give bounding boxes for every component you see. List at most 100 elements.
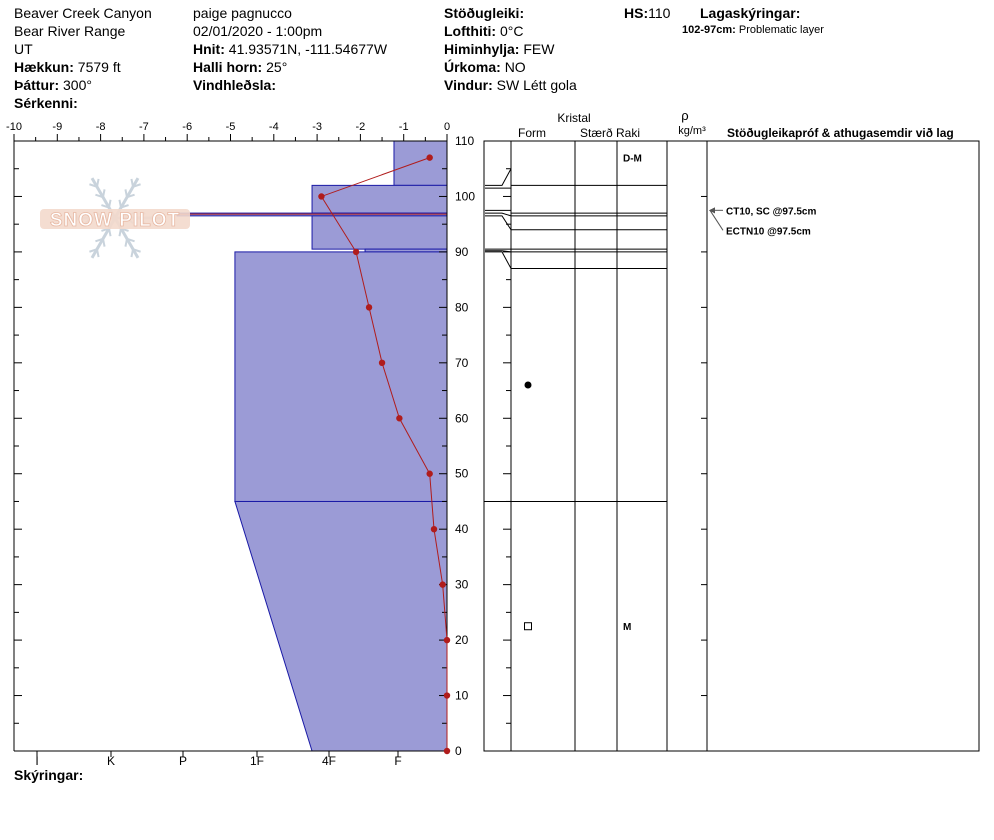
form-header: Form	[518, 126, 546, 140]
hardness-layers	[176, 140, 448, 752]
snowflake-branch	[89, 183, 98, 188]
temperature-profile	[318, 154, 451, 755]
moisture-label: D-M	[623, 154, 642, 165]
snowflake-branch	[108, 228, 112, 237]
crystal-header: Kristal	[557, 111, 590, 125]
profile-table: Kristal Form Stærð Raki ρ kg/m³ Stöðugleikapró…	[483, 108, 980, 752]
hardness-tick-label: P	[179, 754, 187, 768]
footer-legend-label: Skýringar:	[14, 767, 84, 783]
temperature-tick-label: -9	[52, 121, 62, 133]
depth-tick-label: 40	[455, 522, 469, 536]
datetime: 02/01/2020 - 1:00pm	[193, 23, 323, 39]
hardness-layer	[311, 215, 448, 250]
density-unit: kg/m³	[678, 125, 706, 137]
moisture-header: Raki	[616, 126, 640, 140]
aspect-value: 300°	[63, 77, 92, 93]
temperature-tick-label: -3	[312, 121, 322, 133]
air-temp-value: 0°C	[499, 23, 524, 39]
precipitation: Úrkoma: NO	[444, 58, 526, 76]
slope: Halli horn: 25°	[193, 58, 287, 76]
temperature-tick-label: -7	[139, 121, 149, 133]
sky: Himinhylja: FEW	[444, 40, 554, 58]
wind: Vindur: SW Létt gola	[444, 76, 577, 94]
hardness-layer	[311, 184, 448, 214]
stability: Stöðugleiki:	[444, 4, 524, 22]
wind-loading-label: Vindhleðsla:	[193, 77, 276, 93]
features-label: Sérkenni:	[14, 95, 78, 111]
footer-legend: Skýringar:	[14, 766, 83, 784]
temperature-tick-label: -8	[96, 121, 106, 133]
temperature-tick-label: -2	[356, 121, 366, 133]
precip-label: Úrkoma:	[444, 59, 501, 75]
aspect: Þáttur: 300°	[14, 76, 92, 94]
temperature-point	[365, 304, 373, 311]
slope-label: Halli horn:	[193, 59, 263, 75]
temperature-tick-label: -10	[6, 121, 22, 133]
depth-tick-label: 30	[455, 578, 469, 592]
temperature-tick-label: -5	[226, 121, 236, 133]
coordinates: Hnit: 41.93571N, -111.54677W	[193, 40, 387, 58]
moisture-label: M	[623, 622, 631, 633]
wind-value: SW Létt gola	[496, 77, 577, 93]
temperature-tick-label: -6	[182, 121, 192, 133]
stability-label: Stöðugleiki:	[444, 5, 525, 21]
legend-title-text: Lagaskýringar:	[700, 5, 801, 21]
temperature-point	[318, 193, 325, 200]
precip-value: NO	[504, 59, 526, 75]
layer-connector	[485, 215, 512, 230]
snowflake-branch	[96, 178, 100, 188]
coords-value: 41.93571N, -111.54677W	[228, 41, 388, 57]
elevation-value: 7579 ft	[77, 59, 121, 75]
logo-banner	[40, 209, 190, 229]
sky-value: FEW	[523, 41, 555, 57]
layer-note-range: 102-97cm:	[682, 24, 736, 36]
depth-tick-label: 50	[455, 467, 469, 481]
hardness-layer	[234, 251, 448, 502]
tests-header: Stöðugleikapróf & athugasemdir við lag	[727, 126, 954, 140]
test-result-label: CT10, SC @97.5cm	[726, 206, 816, 217]
snowflake-branch	[126, 237, 135, 243]
depth-tick-label: 70	[455, 356, 469, 370]
features: Sérkenni:	[14, 94, 78, 112]
depth-tick-label: 10	[455, 689, 469, 703]
layer-connector	[485, 168, 512, 186]
table-border	[483, 140, 980, 752]
snowflake-branch	[130, 178, 134, 188]
wind-label: Vindur:	[444, 77, 493, 93]
density-header: ρ	[681, 108, 688, 123]
air-temp-label: Lofthiti:	[444, 23, 497, 39]
snowflake-branch	[118, 199, 122, 208]
wind-loading: Vindhleðsla:	[193, 76, 276, 94]
layer-connector	[485, 212, 512, 217]
snowflake-branch	[95, 193, 104, 199]
slope-value: 25°	[266, 59, 288, 75]
hardness-tick-label: I	[35, 754, 38, 768]
depth-tick-label: 90	[455, 245, 469, 259]
layer-note-text: Problematic layer	[738, 24, 824, 36]
snowflake-branch	[102, 238, 106, 247]
depth-tick-label: 100	[455, 189, 475, 203]
legend-title: Lagaskýringar:	[700, 4, 800, 22]
air-temp: Lofthiti: 0°C	[444, 22, 523, 40]
snowflake-branch	[102, 189, 106, 198]
layer-note: 102-97cm: Problematic layer	[682, 23, 824, 37]
depth-tick-label: 60	[455, 411, 469, 425]
aspect-label: Þáttur:	[14, 77, 60, 93]
temperature-tick-label: -4	[269, 121, 279, 133]
snowflake-branch	[95, 237, 104, 243]
hs-label: HS:	[624, 5, 649, 21]
layer-connector	[485, 251, 512, 269]
snowflake-branch	[89, 248, 98, 253]
snowflake-branch	[96, 248, 100, 258]
temperature-point	[439, 581, 446, 588]
depth-tick-label: 80	[455, 300, 469, 314]
hardness-layer	[234, 500, 448, 752]
snowflake-branch	[124, 238, 128, 247]
depth-tick-label: 0	[455, 744, 462, 758]
hardness-tick-label: 1F	[250, 754, 264, 768]
temperature-point	[443, 636, 451, 644]
temperature-point	[378, 359, 386, 367]
temperature-point	[443, 747, 451, 755]
snowflake-branch	[118, 228, 122, 237]
